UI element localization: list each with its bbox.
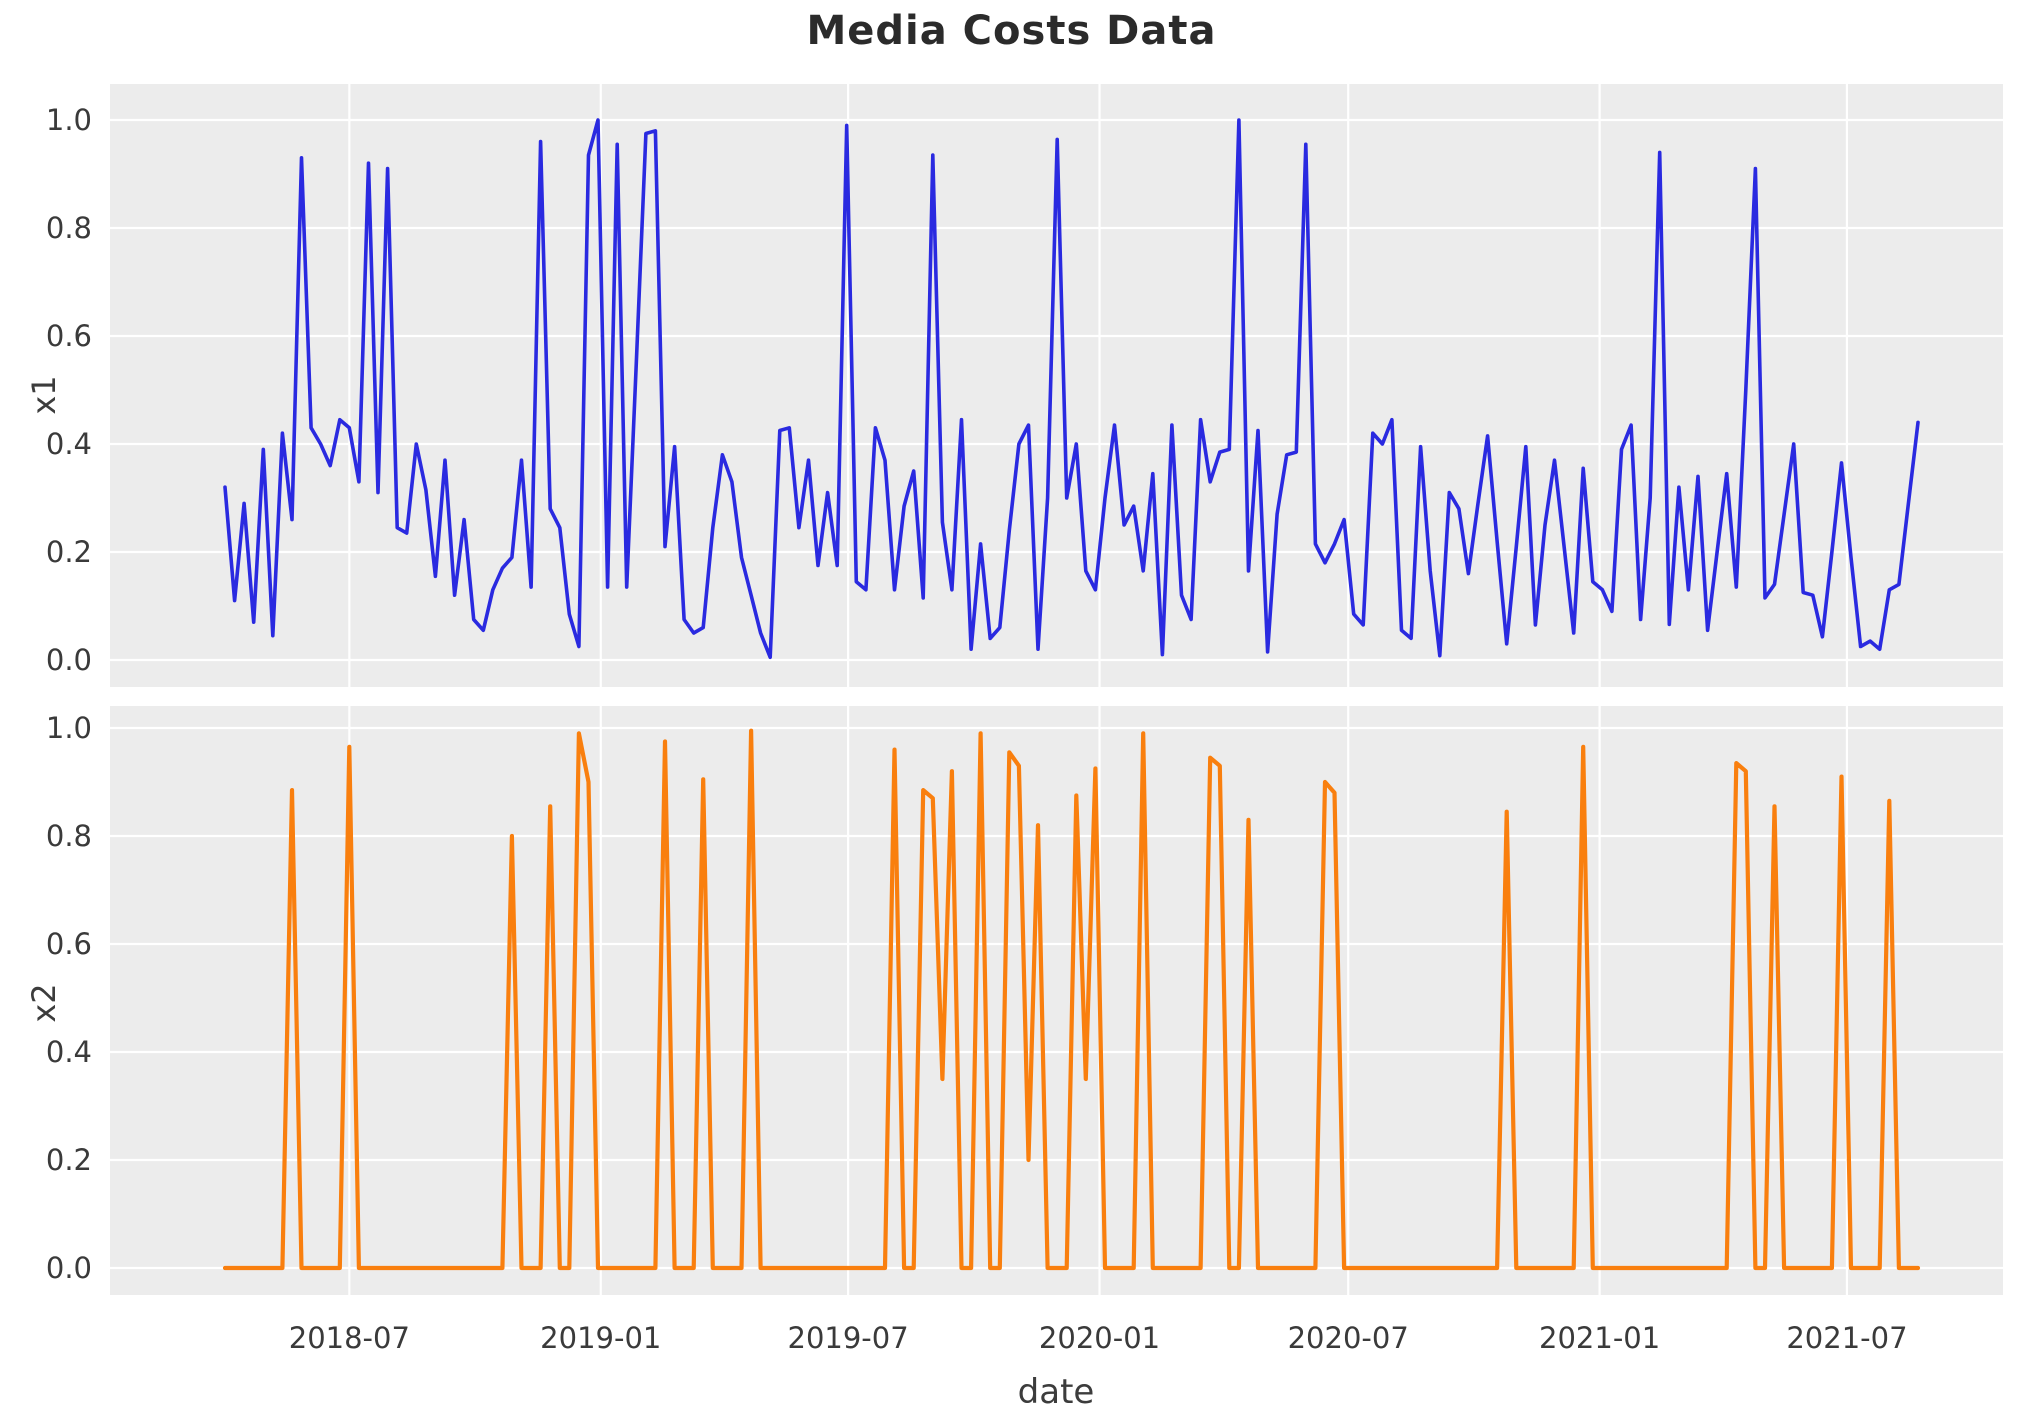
y-tick-label: 1.0 [46, 103, 92, 137]
x-tick-label: 2021-01 [1539, 1321, 1660, 1355]
x2-line [222, 728, 1921, 1271]
y-tick-label: 0.8 [46, 819, 92, 853]
x-tick-label: 2021-07 [1786, 1321, 1907, 1355]
y-tick-label: 0.2 [46, 1143, 92, 1177]
y-tick-label: 0.6 [46, 319, 92, 353]
x-axis-label: date [1017, 1372, 1095, 1412]
plot-area-x2 [110, 706, 2003, 1295]
y-tick-label: 0.0 [46, 1251, 92, 1285]
y-tick-label: 0.0 [46, 643, 92, 677]
y-tick-label: 0.4 [46, 1035, 92, 1069]
x-tick-label: 2019-01 [540, 1321, 661, 1355]
x1-line [223, 118, 1920, 660]
x-tick-label: 2018-07 [289, 1321, 410, 1355]
y-axis-label-x2: x2 [25, 983, 63, 1023]
y-axis-label-x1: x1 [25, 375, 63, 415]
y-tick-label: 0.2 [46, 535, 92, 569]
x-tick-label: 2020-01 [1039, 1321, 1160, 1355]
y-tick-label: 0.6 [46, 927, 92, 961]
page-title: Media Costs Data [806, 8, 1217, 54]
y-tick-label: 0.8 [46, 211, 92, 245]
y-tick-label: 0.4 [46, 427, 92, 461]
x-tick-label: 2020-07 [1288, 1321, 1409, 1355]
x-tick-label: 2019-07 [788, 1321, 909, 1355]
y-tick-label: 1.0 [46, 711, 92, 745]
